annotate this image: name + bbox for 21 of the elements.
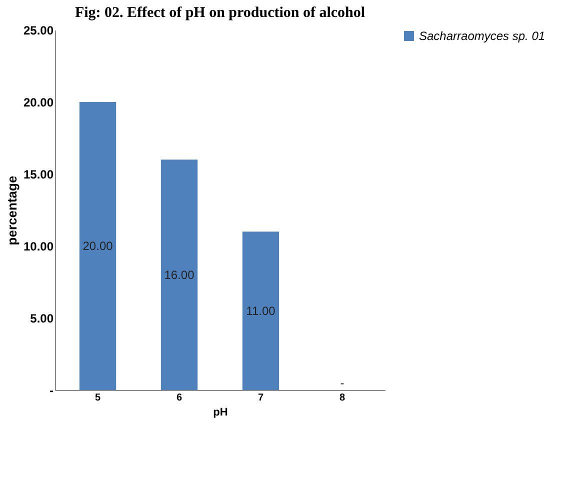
y-tick-label: 25.00 <box>23 24 54 38</box>
y-tick-label: - <box>50 384 54 398</box>
legend-label: Sacharraomyces sp. 01 <box>419 29 546 43</box>
y-tick-label: 15.00 <box>23 168 54 182</box>
bar <box>242 232 280 390</box>
x-tick-label: 6 <box>176 392 182 404</box>
y-tick-label: 5.00 <box>30 312 54 326</box>
chart-title: Fig: 02. Effect of pH on production of alcohol <box>74 5 366 21</box>
bar <box>160 160 198 390</box>
bar <box>79 102 116 390</box>
data-label: 11.00 <box>246 304 276 318</box>
x-tick-label: 8 <box>339 392 346 404</box>
y-tick-label: 10.00 <box>23 240 54 254</box>
y-axis-title: percentage <box>4 176 20 246</box>
data-label: 16.00 <box>164 268 195 282</box>
data-label: - <box>340 376 344 390</box>
x-axis-title: pH <box>213 406 228 418</box>
x-tick-label: 7 <box>258 392 264 404</box>
data-label: 20.00 <box>82 239 114 253</box>
x-tick-label: 5 <box>94 392 101 404</box>
y-tick-label: 20.00 <box>23 96 54 110</box>
